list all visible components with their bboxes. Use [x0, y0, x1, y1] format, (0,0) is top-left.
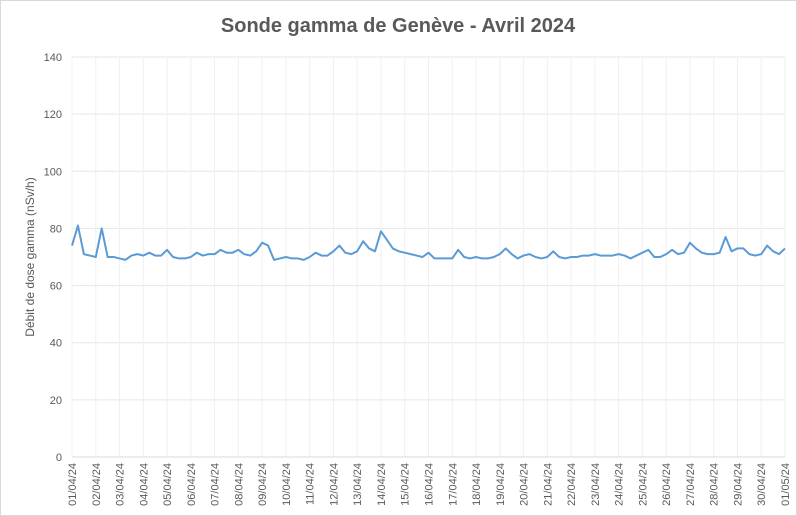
x-tick-label: 25/04/24	[637, 463, 649, 506]
x-tick-label: 08/04/24	[233, 463, 245, 506]
x-tick-label: 28/04/24	[709, 463, 721, 506]
x-tick-label: 19/04/24	[495, 463, 507, 506]
chart-title: Sonde gamma de Genève - Avril 2024	[221, 15, 576, 37]
x-tick-label: 11/04/24	[305, 463, 317, 505]
x-tick-label: 23/04/24	[590, 463, 602, 506]
x-tick-label: 03/04/24	[115, 463, 127, 506]
y-tick-label: 20	[50, 395, 62, 407]
x-tick-label: 07/04/24	[210, 463, 222, 506]
y-tick-label: 120	[44, 109, 62, 121]
x-tick-label: 17/04/24	[447, 463, 459, 506]
y-tick-label: 140	[44, 52, 62, 64]
x-tick-label: 06/04/24	[186, 463, 198, 506]
y-tick-label: 100	[44, 166, 62, 178]
x-tick-label: 14/04/24	[376, 463, 388, 506]
x-tick-label: 26/04/24	[661, 463, 673, 506]
x-tick-label: 29/04/24	[732, 463, 744, 506]
y-tick-label: 0	[56, 452, 62, 464]
x-tick-label: 20/04/24	[519, 463, 531, 506]
data-line	[71, 224, 786, 261]
y-axis-label: Débit de dose gamma (nSv/h)	[23, 177, 37, 336]
x-tick-label: 01/04/24	[67, 463, 79, 506]
x-tick-label: 21/04/24	[542, 463, 554, 506]
x-tick-label: 16/04/24	[424, 463, 436, 506]
x-tick-label: 15/04/24	[400, 463, 412, 506]
x-tick-label: 04/04/24	[138, 463, 150, 506]
x-tick-label: 10/04/24	[281, 463, 293, 506]
x-tick-label: 13/04/24	[352, 463, 364, 506]
x-tick-label: 30/04/24	[756, 463, 768, 506]
x-tick-label: 18/04/24	[471, 463, 483, 506]
x-tick-label: 27/04/24	[685, 463, 697, 506]
x-tick-label: 12/04/24	[328, 463, 340, 506]
y-tick-label: 80	[50, 223, 62, 235]
x-tick-label: 02/04/24	[91, 463, 103, 506]
x-tick-label: 24/04/24	[614, 463, 626, 506]
x-tick-label: 05/04/24	[162, 463, 174, 506]
y-tick-label: 40	[50, 338, 62, 350]
x-tick-label: 22/04/24	[566, 463, 578, 506]
x-tick-label: 01/05/24	[780, 463, 792, 506]
y-tick-label: 60	[50, 281, 62, 293]
x-tick-label: 09/04/24	[257, 463, 269, 506]
